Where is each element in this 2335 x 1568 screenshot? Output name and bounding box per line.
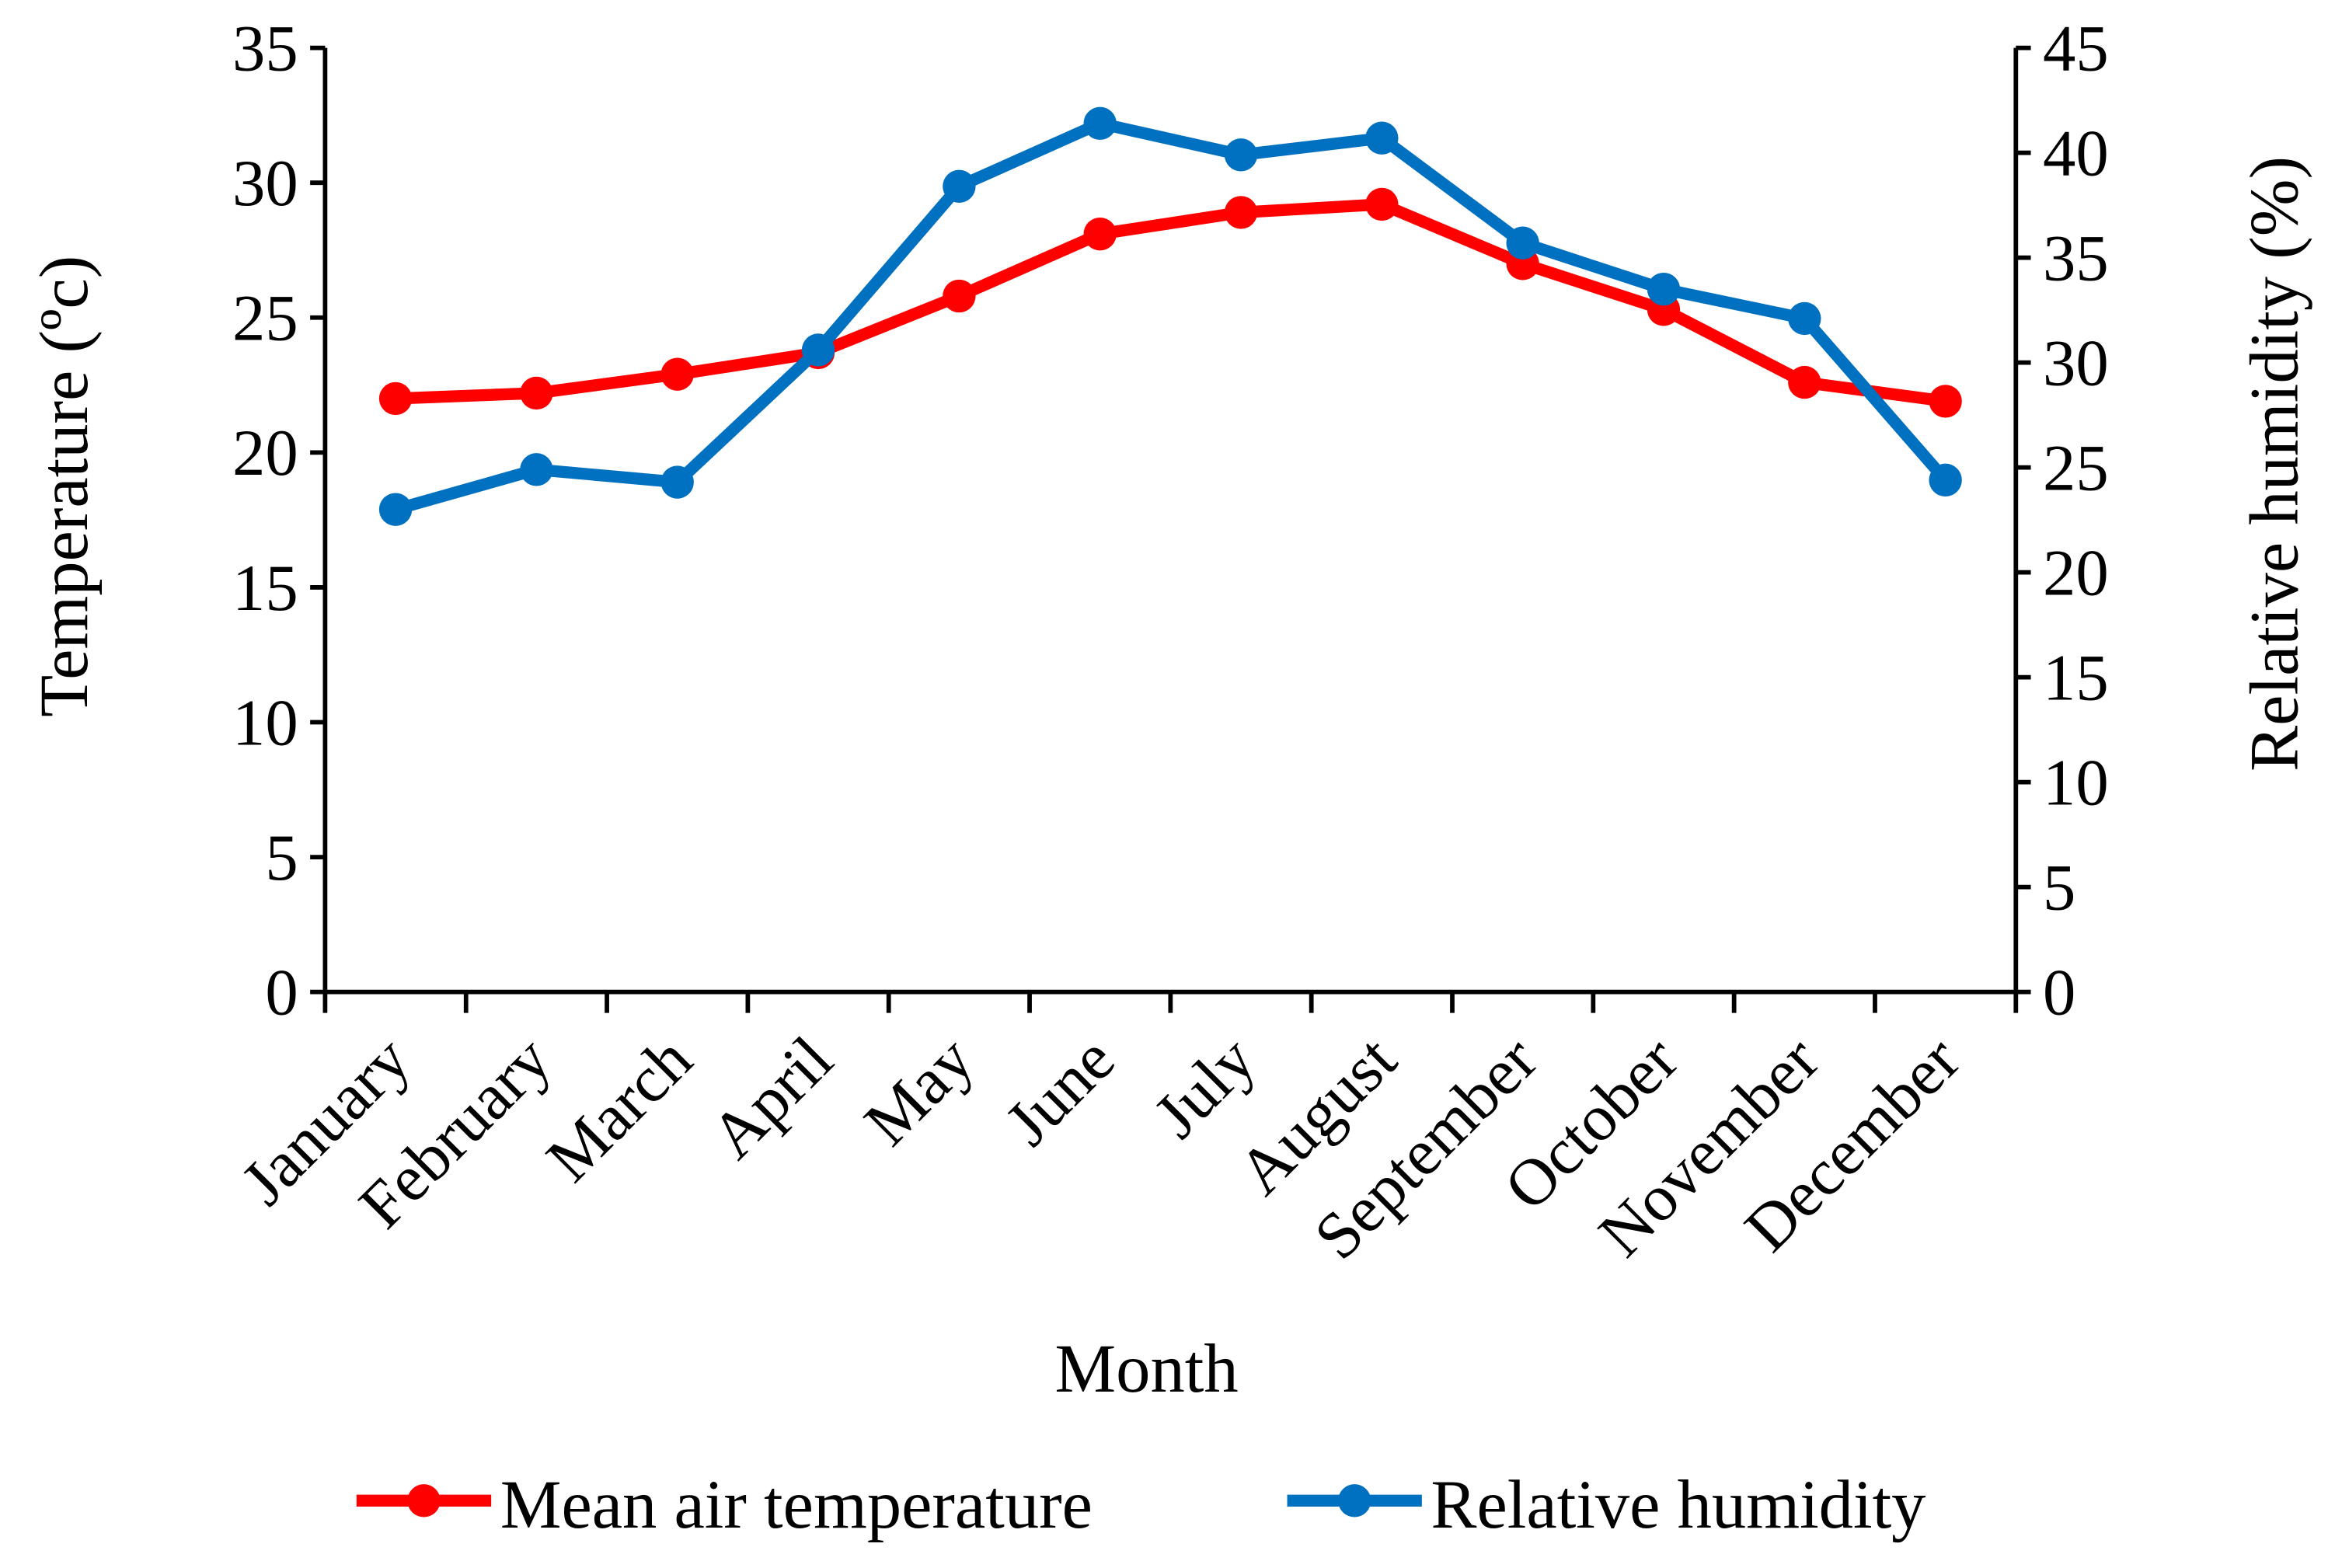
y2-tick-label: 25 <box>2043 433 2109 505</box>
y-tick-label: 30 <box>232 148 298 220</box>
data-point <box>1365 121 1399 155</box>
series-line <box>395 198 1946 408</box>
y2-tick-label: 5 <box>2043 852 2075 925</box>
y-tick-label: 20 <box>232 417 298 490</box>
x-tick-label: May <box>851 1023 988 1159</box>
y-axis-label: Temperature (ºc) <box>26 256 103 717</box>
y2-tick-label: 35 <box>2043 223 2109 295</box>
x-tick-label: April <box>697 1023 846 1173</box>
data-point <box>1365 187 1399 221</box>
y-tick-label: 10 <box>232 687 298 759</box>
data-point <box>1788 301 1821 336</box>
data-point <box>378 493 413 526</box>
x-tick-label: June <box>992 1023 1129 1160</box>
y2-tick-label: 30 <box>2043 328 2109 400</box>
data-point <box>1224 138 1258 172</box>
legend: Mean air temperature Relative humidity <box>356 1467 1926 1543</box>
x-tick-label: March <box>533 1023 706 1196</box>
data-point <box>1929 463 1962 497</box>
y2-tick-label: 40 <box>2043 118 2109 190</box>
data-point <box>943 279 976 313</box>
data-point <box>660 357 694 391</box>
axes: 05101520253035051015202530354045JanuaryF… <box>228 13 2109 1274</box>
y2-tick-label: 20 <box>2043 538 2109 610</box>
data-point <box>378 382 413 416</box>
legend-label: Mean air temperature <box>500 1467 1093 1543</box>
data-point <box>1506 226 1539 260</box>
data-point <box>1929 385 1962 418</box>
data-point <box>660 465 694 499</box>
y2-tick-label: 45 <box>2043 13 2109 85</box>
series-relative-humidity <box>378 106 1962 526</box>
data-point <box>520 453 553 486</box>
y-tick-label: 0 <box>265 957 298 1030</box>
data-point <box>1083 106 1117 141</box>
y-tick-label: 25 <box>232 283 298 355</box>
y-tick-label: 35 <box>232 13 298 85</box>
data-point <box>1224 196 1258 229</box>
data-point <box>1647 272 1681 306</box>
y2-tick-label: 10 <box>2043 747 2109 820</box>
data-point <box>801 333 835 367</box>
data-point <box>1788 365 1821 399</box>
y-tick-label: 15 <box>232 552 298 625</box>
legend-label: Relative humidity <box>1431 1467 1926 1543</box>
y2-tick-label: 0 <box>2043 957 2075 1030</box>
data-point <box>520 376 553 410</box>
y2-tick-label: 15 <box>2043 643 2109 715</box>
y-tick-label: 5 <box>265 822 298 894</box>
legend-swatch-marker <box>407 1484 441 1517</box>
y2-axis-label: Relative humidity (%) <box>2236 156 2312 772</box>
series-line <box>393 117 1950 516</box>
x-axis-label: Month <box>1054 1331 1238 1407</box>
legend-swatch-marker <box>1338 1484 1371 1517</box>
series-layer <box>378 106 1962 526</box>
data-point <box>943 169 976 204</box>
data-point <box>1083 217 1117 251</box>
